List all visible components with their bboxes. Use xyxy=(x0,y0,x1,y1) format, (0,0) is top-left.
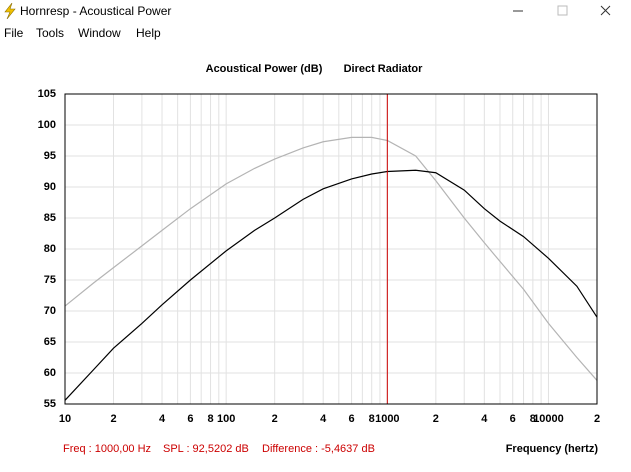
menu-item[interactable]: Window xyxy=(78,26,121,40)
menu-item[interactable]: Help xyxy=(136,26,161,40)
x-tick-label: 10000 xyxy=(533,413,564,425)
y-tick-label: 65 xyxy=(44,336,56,348)
x-tick-label: 6 xyxy=(349,413,355,425)
x-tick-label: 6 xyxy=(187,413,193,425)
title-bar: Hornresp - Acoustical Power xyxy=(0,0,631,22)
menu-item[interactable]: Tools xyxy=(36,26,65,40)
data-line xyxy=(64,136,598,381)
y-tick-label: 80 xyxy=(44,243,56,255)
x-tick-label: 2 xyxy=(594,413,600,425)
y-tick-label: 60 xyxy=(44,367,56,379)
x-tick-label: 2 xyxy=(433,413,439,425)
x-tick-label: 2 xyxy=(110,413,116,425)
x-tick-label: 100 xyxy=(217,413,235,425)
y-tick-label: 100 xyxy=(38,119,56,131)
y-tick-label: 75 xyxy=(44,274,56,286)
x-tick-label: 4 xyxy=(320,413,327,425)
x-axis-label: Frequency (hertz) xyxy=(506,443,599,455)
y-tick-label: 85 xyxy=(44,212,56,224)
x-tick-label: 1000 xyxy=(375,413,399,425)
y-tick-label: 55 xyxy=(44,398,56,410)
app-icon xyxy=(4,3,16,19)
window-controls[interactable] xyxy=(501,0,631,22)
readout: SPL : 92,5202 dB xyxy=(163,443,249,455)
x-tick-label: 4 xyxy=(159,413,166,425)
data-line xyxy=(64,169,598,401)
y-tick-label: 105 xyxy=(38,88,56,100)
x-tick-label: 2 xyxy=(272,413,278,425)
window-title: Hornresp - Acoustical Power xyxy=(20,4,172,18)
x-tick-label: 10 xyxy=(59,413,71,425)
menu-item[interactable]: File xyxy=(4,26,24,40)
x-tick-label: 4 xyxy=(481,413,488,425)
x-tick-label: 8 xyxy=(369,413,375,425)
y-tick-label: 70 xyxy=(44,305,56,317)
x-tick-label: 8 xyxy=(530,413,536,425)
chart-subtitle: Direct Radiator xyxy=(344,63,424,75)
chart-title: Acoustical Power (dB) xyxy=(206,63,323,75)
x-tick-label: 6 xyxy=(510,413,516,425)
x-tick-label: 8 xyxy=(207,413,213,425)
readout: Difference : -5,4637 dB xyxy=(262,443,375,455)
plot-frame xyxy=(64,93,598,405)
y-tick-label: 95 xyxy=(44,150,56,162)
readout: Freq : 1000,00 Hz xyxy=(63,443,151,455)
y-tick-label: 90 xyxy=(44,181,56,193)
